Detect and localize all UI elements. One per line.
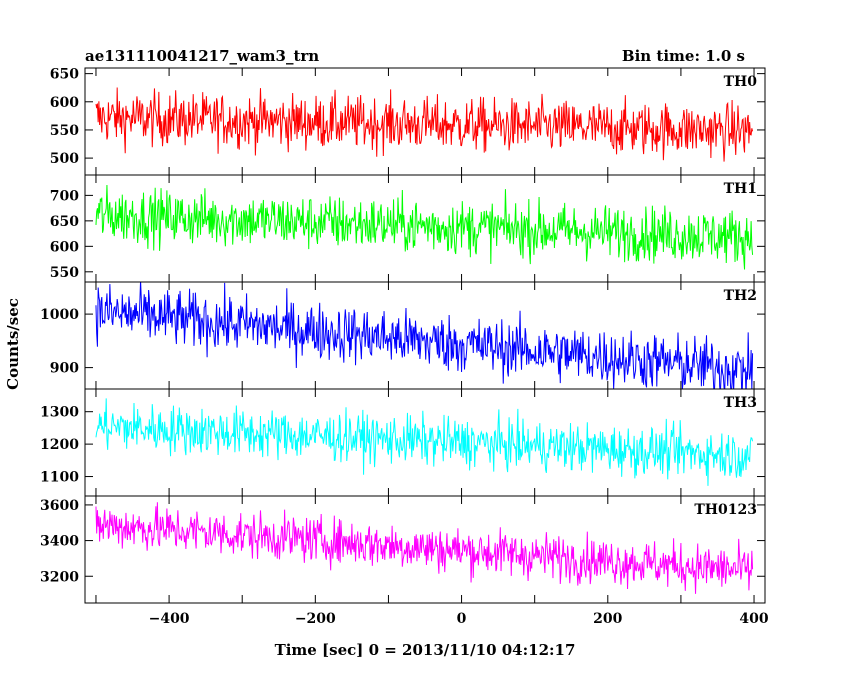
x-tick-label: −400: [149, 611, 190, 627]
series-line-th0123: [95, 502, 754, 594]
y-tick-label: 550: [50, 265, 79, 281]
y-tick-label: 1000: [40, 307, 79, 323]
series-line-th0: [95, 87, 754, 162]
panel-group: 500 550 600 650 TH0 550 600 650 700 TH1 900 1000 TH2…: [40, 67, 769, 627]
bin-time-label: Bin time: 1.0 s: [622, 47, 745, 65]
panel-th3: 1100 1200 1300 TH3: [40, 388, 766, 497]
y-tick-label: 1100: [40, 470, 79, 486]
y-tick-label: 600: [50, 95, 79, 111]
y-tick-label: 900: [50, 361, 79, 377]
y-axis-label: Counts/sec: [4, 298, 22, 390]
panel-th0123: 3200 3400 3600 TH0123: [40, 495, 766, 604]
panel-label-th1: TH1: [724, 181, 757, 197]
panel-th1: 550 600 650 700 TH1: [50, 174, 766, 283]
y-tick-label: 600: [50, 239, 79, 255]
y-tick-label: 3400: [40, 534, 79, 550]
panel-th2: 900 1000 TH2: [40, 281, 766, 390]
panel-label-th0123: TH0123: [694, 502, 757, 518]
panel-label-th2: TH2: [724, 288, 757, 304]
chart-title: ae131110041217_wam3_trn: [85, 47, 319, 65]
y-tick-label: 650: [50, 67, 79, 83]
series-line-th2: [95, 282, 754, 389]
y-tick-label: 650: [50, 214, 79, 230]
x-tick-label: 400: [739, 611, 768, 627]
x-tick-label: 0: [457, 611, 467, 627]
series-line-th3: [95, 398, 754, 486]
x-tick-label: 200: [593, 611, 622, 627]
y-tick-label: 700: [50, 188, 79, 204]
series-line-th1: [95, 184, 754, 270]
panel-th0: 500 550 600 650 TH0: [50, 67, 766, 176]
y-tick-label: 500: [50, 151, 79, 167]
panel-label-th0: TH0: [724, 74, 758, 90]
y-tick-label: 1300: [40, 405, 79, 421]
y-tick-label: 3600: [40, 498, 79, 514]
x-axis-label: Time [sec] 0 = 2013/11/10 04:12:17: [275, 641, 576, 659]
y-tick-label: 1200: [40, 437, 79, 453]
y-tick-label: 3200: [40, 569, 79, 585]
panel-label-th3: TH3: [724, 395, 757, 411]
panel-frame: [84, 495, 766, 604]
x-tick-label: −200: [295, 611, 336, 627]
panel-frame: [84, 281, 766, 390]
y-tick-label: 550: [50, 123, 79, 139]
